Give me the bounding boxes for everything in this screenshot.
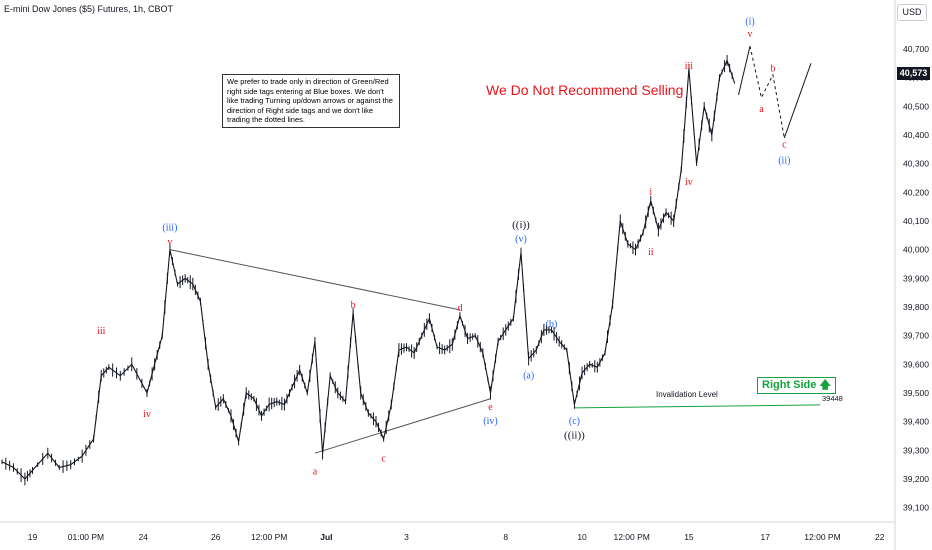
wave-label: a — [313, 466, 318, 477]
x-tick-label: 12:00 PM — [251, 532, 287, 542]
wave-label: (iv) — [483, 416, 497, 427]
chart-title: E-mini Dow Jones ($5) Futures, 1h, CBOT — [4, 4, 174, 14]
y-tick-label: 40,300 — [903, 159, 929, 169]
wave-label: b — [770, 64, 775, 75]
y-tick-label: 40,200 — [903, 187, 929, 197]
wave-label: iii — [97, 326, 106, 337]
triangle-lower-trendline — [314, 398, 491, 454]
projection-dashed — [749, 45, 785, 138]
warning-text: We Do Not Recommend Selling — [486, 82, 684, 98]
y-tick-label: 39,100 — [903, 503, 929, 513]
wave-label: iii — [685, 61, 694, 72]
current-price-tag: 40,573 — [897, 67, 930, 80]
x-tick-label: 8 — [503, 532, 508, 542]
projection-up-2 — [783, 63, 812, 139]
right-side-label: Right Side — [762, 379, 817, 391]
y-tick-label: 40,700 — [903, 44, 929, 54]
y-tick-label: 39,200 — [903, 474, 929, 484]
wave-label: i — [649, 187, 652, 198]
y-tick-label: 39,500 — [903, 388, 929, 398]
wave-label: c — [782, 140, 787, 151]
invalidation-label: Invalidation Level — [656, 390, 718, 399]
y-tick-label: 40,500 — [903, 101, 929, 111]
x-tick-label: 01:00 PM — [68, 532, 104, 542]
currency-button[interactable]: USD — [897, 4, 927, 21]
invalidation-value: 39448 — [822, 394, 843, 403]
y-tick-label: 40,100 — [903, 216, 929, 226]
wave-label: d — [457, 303, 462, 314]
x-tick-label: Jul — [320, 532, 332, 542]
wave-label: ((i)) — [512, 219, 530, 231]
x-tick-label: 10 — [577, 532, 587, 542]
wave-label: ((ii)) — [564, 430, 585, 442]
y-tick-label: 39,300 — [903, 445, 929, 455]
x-tick-label: 3 — [404, 532, 409, 542]
wave-label: (v) — [515, 234, 527, 245]
up-arrow-icon: 🡅 — [819, 379, 831, 391]
wave-label: v — [167, 237, 172, 248]
time-axis[interactable]: 19 01:00 PM 24 26 12:00 PM Jul 3 8 10 12:00 PM 15 1… — [0, 521, 895, 542]
wave-label: iv — [143, 409, 151, 420]
wave-label: (c) — [569, 416, 580, 427]
wave-label: iv — [685, 177, 693, 188]
x-tick-label: 12:00 PM — [613, 532, 649, 542]
wave-label: (a) — [523, 370, 534, 381]
y-tick-label: 40,400 — [903, 130, 929, 140]
price-axis[interactable]: 39,100 39,200 39,300 39,400 39,500 39,600 39,7… — [894, 0, 929, 550]
invalidation-line — [574, 404, 821, 409]
right-side-tag: Right Side 🡅 — [757, 377, 836, 394]
x-tick-label: 26 — [211, 532, 221, 542]
x-tick-label: 12:00 PM — [804, 532, 840, 542]
x-tick-label: 22 — [875, 532, 885, 542]
trading-note: We prefer to trade only in direction of … — [222, 74, 400, 128]
y-tick-label: 39,700 — [903, 331, 929, 341]
wave-label: a — [759, 104, 764, 115]
y-tick-label: 39,800 — [903, 302, 929, 312]
y-tick-label: 39,400 — [903, 417, 929, 427]
wave-label: (ii) — [778, 155, 790, 166]
wave-label: (iii) — [162, 223, 177, 234]
x-tick-label: 17 — [761, 532, 771, 542]
y-tick-label: 39,600 — [903, 359, 929, 369]
x-tick-label: 24 — [138, 532, 148, 542]
x-tick-label: 19 — [28, 532, 38, 542]
wave-label: c — [381, 454, 386, 465]
wave-label: e — [488, 402, 493, 413]
wave-label: (b) — [546, 319, 558, 330]
wave-label: ii — [648, 247, 654, 258]
wave-label: b — [351, 300, 356, 311]
y-tick-label: 40,000 — [903, 245, 929, 255]
y-tick-label: 39,900 — [903, 273, 929, 283]
triangle-upper-trendline — [169, 249, 461, 311]
x-tick-label: 15 — [684, 532, 694, 542]
wave-label: (i) — [745, 16, 754, 27]
projection-up-1 — [738, 45, 751, 96]
wave-label: v — [747, 29, 752, 40]
